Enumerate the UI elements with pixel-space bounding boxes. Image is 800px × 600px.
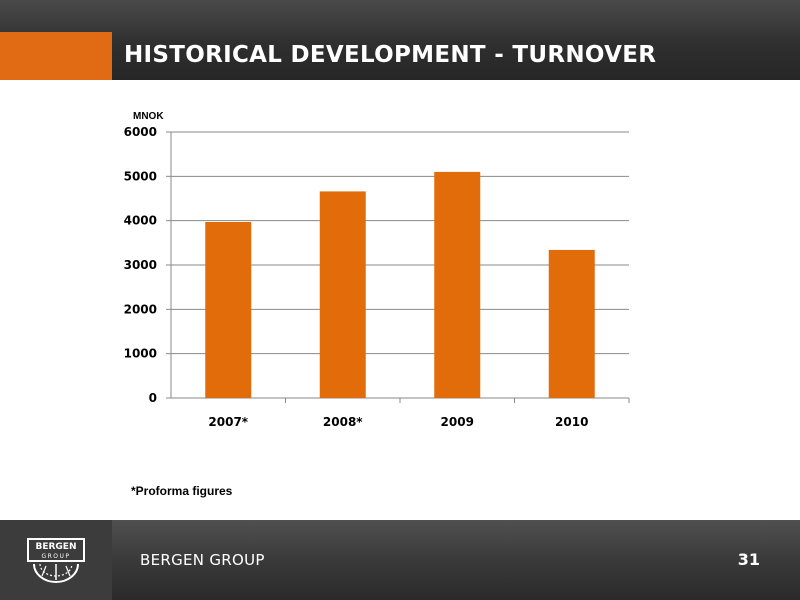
logo-text-bottom: GROUP <box>41 553 70 560</box>
y-tick-label: 3000 <box>124 258 157 272</box>
y-tick-label: 5000 <box>124 169 157 183</box>
slide-title: HISTORICAL DEVELOPMENT - TURNOVER <box>124 42 657 68</box>
x-tick-label: 2007* <box>208 415 248 429</box>
turnover-chart: 0 1000 2000 3000 4000 5000 6000 MNOK 2007* 2008* 2… <box>0 80 800 520</box>
header-accent-block <box>0 32 112 80</box>
footnote: *Proforma figures <box>131 484 233 498</box>
y-tick-label: 6000 <box>124 125 157 139</box>
bergen-group-logo-icon: BERGEN GROUP <box>27 538 85 583</box>
bar <box>434 171 481 398</box>
bar <box>319 191 366 398</box>
x-tick-label: 2009 <box>441 415 474 429</box>
y-axis-unit-label: MNOK <box>133 111 164 122</box>
x-tick-label: 2008* <box>323 415 363 429</box>
y-tick-label: 2000 <box>124 302 157 316</box>
y-tick-label: 4000 <box>124 214 157 228</box>
slide-header: HISTORICAL DEVELOPMENT - TURNOVER <box>0 0 800 80</box>
bar <box>205 221 252 398</box>
x-tick-label: 2010 <box>555 415 588 429</box>
logo: BERGEN GROUP <box>0 520 112 600</box>
slide-footer: BERGEN GROUP BERGEN GROUP 31 <box>0 520 800 600</box>
bar-chart-svg: 0 1000 2000 3000 4000 5000 6000 MNOK 2007* 2008* 2… <box>124 111 630 429</box>
bar <box>548 249 595 398</box>
footer-brand: BERGEN GROUP <box>140 551 265 569</box>
y-tick-label: 1000 <box>124 347 157 361</box>
page-number: 31 <box>737 550 760 569</box>
y-tick-label: 0 <box>149 391 157 405</box>
logo-text-top: BERGEN <box>35 542 76 552</box>
